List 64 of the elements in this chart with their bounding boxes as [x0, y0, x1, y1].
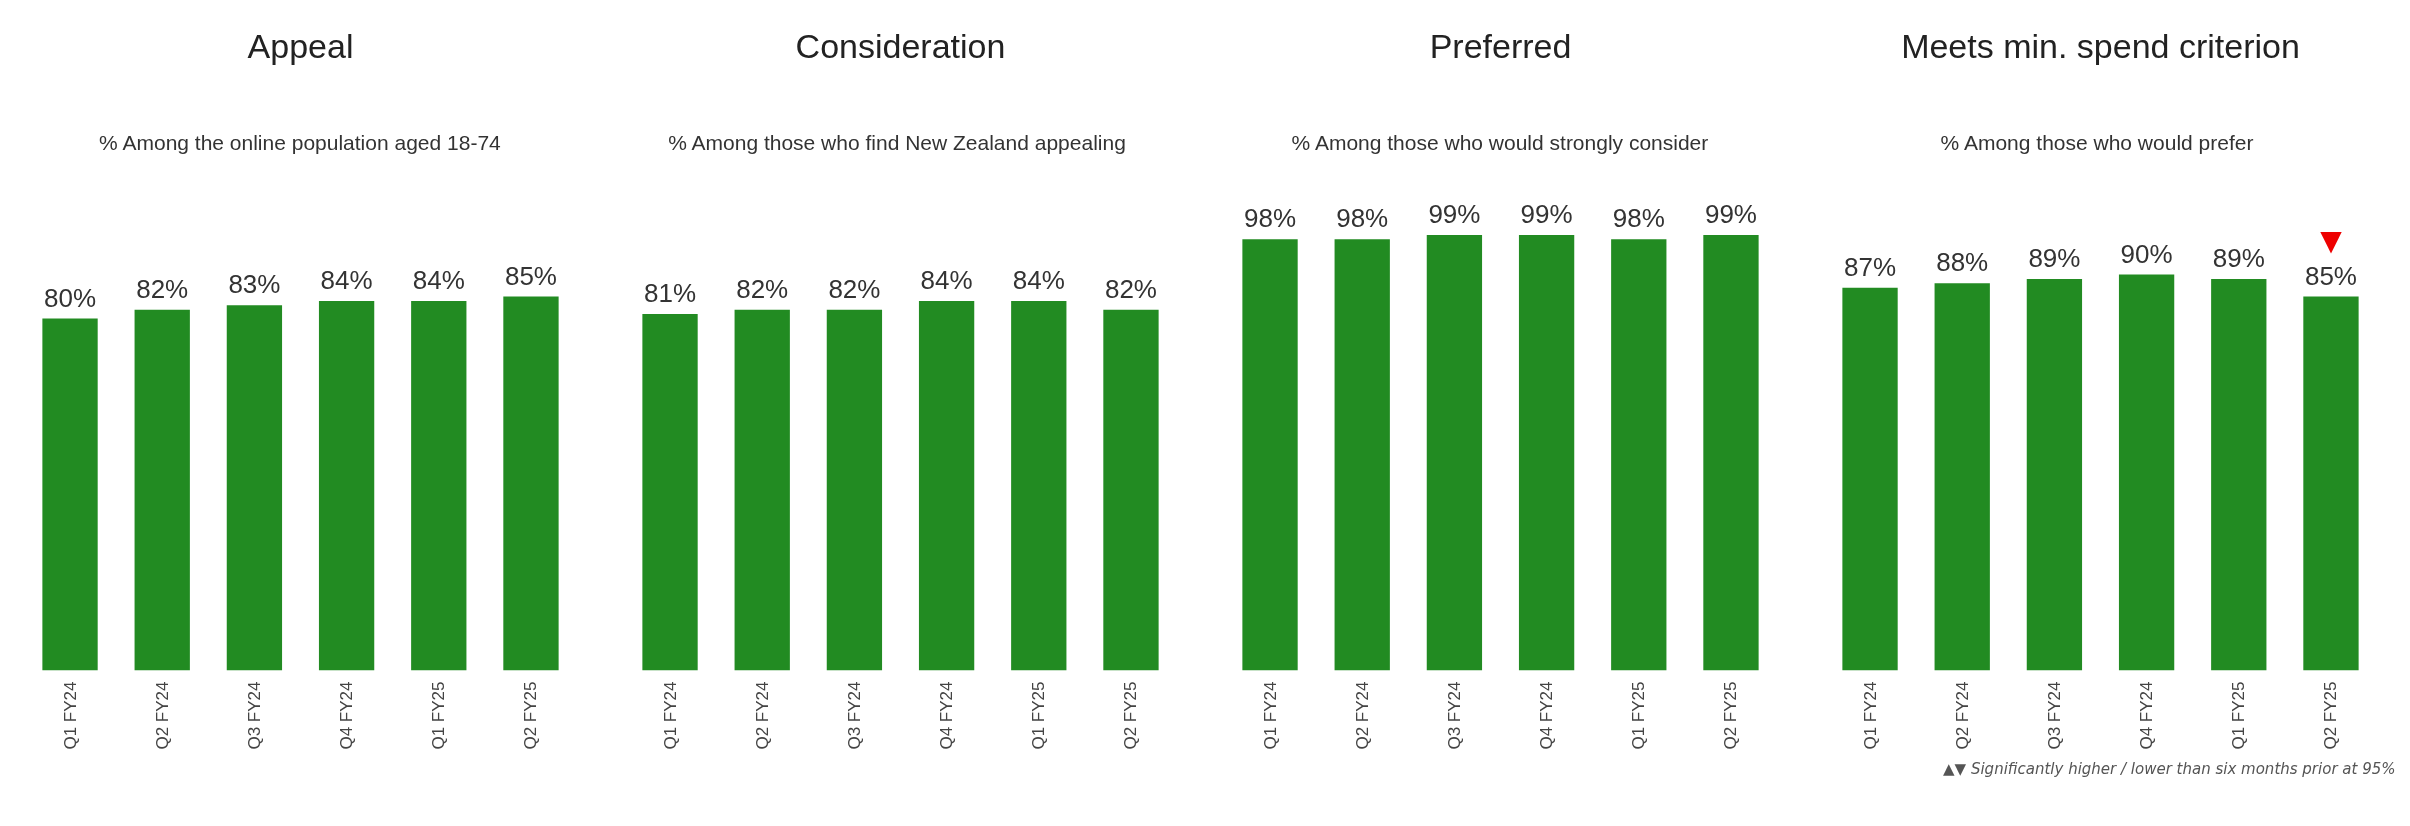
- x-tick-label: Q3 FY24: [1444, 681, 1464, 750]
- data-label: 84%: [412, 264, 465, 295]
- data-label: 83%: [228, 269, 281, 300]
- bar: [226, 305, 283, 671]
- text: ▲▼ Significantly higher / lower than six months prior at 95%: [1943, 759, 2396, 778]
- data-label: 81%: [644, 278, 697, 309]
- bar: [318, 300, 375, 671]
- data-label: 84%: [1012, 264, 1065, 295]
- bar: [134, 309, 190, 671]
- chart-subtitle: % Among those who would prefer: [1940, 131, 2254, 154]
- data-label: 99%: [1428, 198, 1481, 229]
- data-label: 98%: [1336, 203, 1389, 234]
- x-tick-label: Q4 FY24: [1537, 681, 1557, 750]
- x-tick-label: Q2 FY25: [1121, 681, 1141, 750]
- bar: [42, 318, 98, 671]
- data-label: 99%: [1520, 198, 1573, 229]
- x-tick-label: Q1 FY24: [660, 681, 680, 750]
- x-tick-label: Q1 FY24: [1860, 681, 1880, 750]
- x-tick-label: Q4 FY24: [2137, 681, 2157, 750]
- x-tick-label: Q3 FY24: [2044, 681, 2064, 750]
- x-tick-label: Q3 FY24: [244, 681, 264, 750]
- chart-title: Consideration: [795, 26, 1006, 65]
- bar: [411, 300, 467, 671]
- x-tick-label: Q2 FY24: [752, 681, 772, 750]
- x-tick-label: Q2 FY24: [152, 681, 172, 750]
- data-label: 98%: [1612, 203, 1665, 234]
- x-tick-label: Q1 FY25: [429, 681, 449, 750]
- x-tick-label: Q1 FY25: [2229, 681, 2249, 750]
- data-label: 89%: [2212, 242, 2265, 273]
- data-label: 85%: [2304, 260, 2357, 291]
- data-label: 80%: [44, 282, 97, 313]
- data-label: 85%: [504, 260, 557, 291]
- chart-subtitle: % Among the online population aged 18-74: [99, 131, 502, 154]
- x-tick-label: Q2 FY24: [1952, 681, 1972, 750]
- x-tick-label: Q4 FY24: [337, 681, 357, 750]
- chart-subtitle: % Among those who find New Zealand appealing: [668, 131, 1126, 154]
- annotation: ▼: [2320, 223, 2343, 257]
- data-label: 89%: [2028, 242, 2081, 273]
- x-tick-label: Q1 FY24: [60, 681, 80, 750]
- x-tick-label: Q2 FY25: [521, 681, 541, 750]
- x-tick-label: Q1 FY24: [1260, 681, 1280, 750]
- bar: [503, 296, 559, 671]
- chart-subtitle: % Among those who would strongly consider: [1291, 131, 1709, 154]
- x-tick-label: Q4 FY24: [937, 681, 957, 750]
- x-tick-label: Q2 FY25: [2321, 681, 2341, 750]
- chart-title: Preferred: [1429, 26, 1572, 65]
- x-tick-label: Q1 FY25: [1629, 681, 1649, 750]
- data-label: 82%: [828, 273, 881, 304]
- x-tick-label: Q3 FY24: [844, 681, 864, 750]
- x-tick-label: Q2 FY24: [1352, 681, 1372, 750]
- data-label: 82%: [136, 273, 189, 304]
- data-label: 90%: [2120, 238, 2173, 269]
- data-label: 82%: [1104, 273, 1157, 304]
- data-label: 84%: [320, 264, 373, 295]
- data-label: 84%: [920, 264, 973, 295]
- chart-title: Appeal: [247, 26, 354, 65]
- chart-title: Meets min. spend criterion: [1901, 26, 2300, 65]
- x-tick-label: Q1 FY25: [1029, 681, 1049, 750]
- data-label: 98%: [1244, 203, 1297, 234]
- data-label: 87%: [1844, 251, 1897, 282]
- data-label: 88%: [1936, 247, 1989, 278]
- data-label: 99%: [1704, 198, 1757, 229]
- data-label: 82%: [736, 273, 789, 304]
- x-tick-label: Q2 FY25: [1721, 681, 1741, 750]
